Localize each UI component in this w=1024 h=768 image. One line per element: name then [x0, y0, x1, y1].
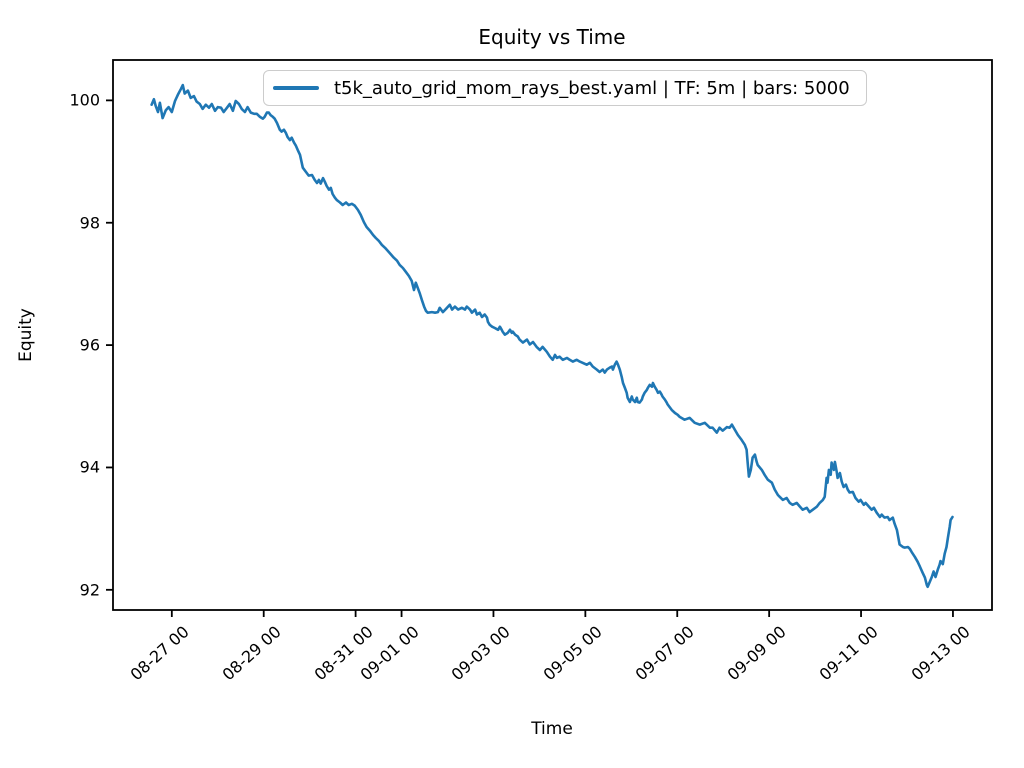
y-axis-label: Equity	[16, 308, 36, 362]
axes-frame	[112, 59, 993, 611]
y-tick-label: 94	[79, 457, 100, 477]
y-tick-label: 98	[79, 213, 100, 233]
legend-label: t5k_auto_grid_mom_rays_best.yaml | TF: 5…	[334, 77, 850, 99]
y-tick-label: 92	[79, 580, 100, 600]
chart-title: Equity vs Time	[478, 25, 626, 49]
y-tick-label: 96	[79, 335, 100, 355]
y-tick-label: 100	[69, 90, 100, 110]
legend: t5k_auto_grid_mom_rays_best.yaml | TF: 5…	[263, 70, 867, 106]
equity-line-series	[150, 83, 954, 589]
x-axis-label: Time	[531, 719, 573, 739]
tick-marks	[106, 99, 954, 617]
legend-line-swatch	[273, 86, 319, 90]
